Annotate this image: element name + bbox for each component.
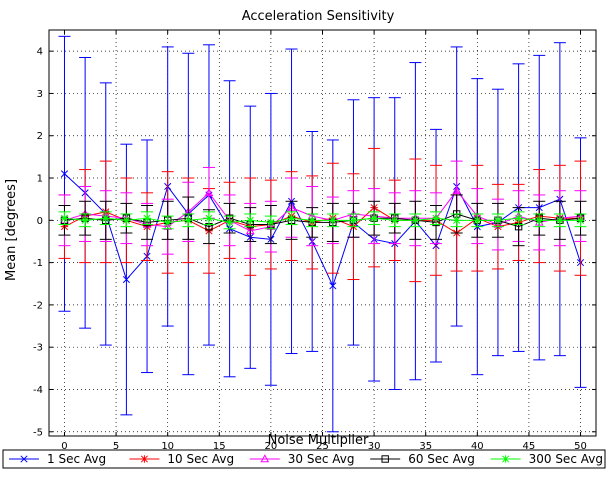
data-point — [494, 216, 502, 225]
y-tick-label: -4 — [33, 385, 43, 396]
y-tick-label: 1 — [37, 174, 43, 185]
legend-marker — [140, 455, 149, 463]
legend-box — [2, 449, 606, 469]
legend-entry: 300 Sec Avg — [490, 452, 603, 466]
series-5 — [58, 211, 587, 230]
legend-label: 10 Sec Avg — [167, 452, 234, 466]
data-point — [452, 216, 461, 225]
plot-area: 0 5 10 15 20 25 30 35 40 45 50 -5 -4 -3 -2 -1 0 1 2 3 4 — [33, 29, 597, 452]
plot-background — [49, 30, 596, 436]
y-tick-label: -5 — [33, 427, 43, 438]
data-point — [102, 214, 110, 222]
legend-entry: 1 Sec Avg — [9, 452, 106, 466]
y-tick-label: 2 — [37, 131, 43, 142]
data-point — [391, 216, 399, 225]
data-point — [576, 216, 585, 225]
x-tick-label: 35 — [419, 441, 432, 452]
data-point — [163, 218, 172, 227]
legend-label: 60 Sec Avg — [408, 452, 475, 466]
data-point — [329, 282, 337, 290]
x-tick-label: 15 — [213, 441, 226, 452]
legend-label: 1 Sec Avg — [47, 452, 106, 466]
data-point — [473, 216, 482, 225]
data-point — [308, 216, 316, 225]
data-point — [535, 216, 543, 225]
data-point — [143, 214, 151, 222]
data-point — [349, 216, 358, 225]
data-point — [205, 214, 213, 222]
legend-marker — [381, 455, 389, 463]
x-tick-label: 40 — [471, 441, 484, 452]
legend-marker — [20, 455, 28, 463]
y-axis-title: Mean [degrees] — [4, 179, 19, 281]
x-tick-label: 25 — [316, 441, 329, 452]
x-tick-label: 20 — [265, 441, 278, 452]
y-tick-label: -2 — [33, 300, 43, 311]
data-point — [267, 218, 275, 227]
legend-entry: 30 Sec Avg — [249, 452, 355, 466]
y-tick-label: 4 — [37, 47, 43, 58]
data-point — [287, 214, 296, 222]
y-tick-label: 0 — [37, 216, 43, 227]
legend-marker — [260, 454, 270, 463]
x-tick-label: 0 — [61, 441, 67, 452]
x-tick-label: 45 — [523, 441, 536, 452]
chart-title: Acceleration Sensitivity — [242, 9, 395, 24]
plot-frame — [48, 29, 597, 437]
x-tick-label: 5 — [113, 441, 119, 452]
data-point — [556, 216, 564, 225]
data-point — [432, 214, 440, 222]
legend: 1 Sec Avg 10 Sec Avg 30 Sec Avg 60 Sec Avg 3… — [2, 449, 606, 469]
data-point — [329, 216, 337, 225]
y-tick-label: -3 — [33, 343, 43, 354]
x-tick-label: 30 — [368, 441, 381, 452]
data-point — [452, 185, 462, 194]
data-point — [184, 216, 193, 225]
data-point — [246, 216, 254, 225]
x-axis-title: Noise Multiplier — [268, 433, 369, 448]
legend-label: 30 Sec Avg — [288, 452, 355, 466]
x-tick-label: 10 — [161, 441, 174, 452]
y-tick-label: 3 — [37, 89, 43, 100]
data-point — [225, 218, 234, 227]
data-point — [411, 216, 420, 225]
data-point — [81, 216, 89, 225]
legend-marker — [501, 455, 510, 463]
legend-entry: 60 Sec Avg — [370, 452, 475, 466]
x-tick-label: 50 — [574, 441, 587, 452]
data-point — [514, 214, 523, 222]
data-point — [370, 214, 378, 222]
data-point — [60, 214, 69, 222]
data-point — [122, 216, 131, 225]
data-point — [122, 275, 130, 284]
y-tick-label: -1 — [33, 258, 43, 269]
data-point — [60, 170, 69, 178]
data-point — [204, 188, 214, 197]
legend-entry: 10 Sec Avg — [129, 452, 234, 466]
legend-label: 300 Sec Avg — [529, 452, 603, 466]
